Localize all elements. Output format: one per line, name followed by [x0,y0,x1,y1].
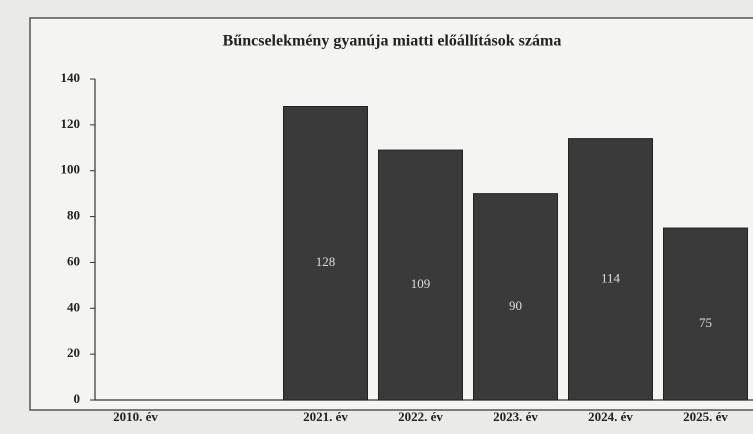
y-tick-label: 80 [67,208,80,223]
data-label: 75 [699,315,712,330]
chart-title: Bűncselekmény gyanúja miatti előállításo… [223,33,562,50]
y-tick-label: 60 [67,253,80,268]
x-tick-label: 2022. év [398,409,443,424]
data-label: 109 [411,276,431,291]
x-tick-label: 2023. év [493,409,538,424]
x-tick-label: 2021. év [303,409,348,424]
bar [663,227,748,401]
bar [283,106,368,401]
y-tick-label: 40 [67,299,80,314]
data-label: 128 [316,254,336,269]
y-tick-label: 140 [61,70,81,85]
bar [473,193,558,401]
data-label: 114 [601,270,621,285]
y-tick-label: 20 [67,345,80,360]
x-tick-label: 2010. év [113,409,158,424]
x-tick-label: 2024. év [588,409,633,424]
data-label: 90 [509,298,522,313]
y-tick-label: 100 [61,162,81,177]
y-tick-label: 120 [61,116,81,131]
bar [568,138,653,401]
bar [378,149,463,401]
x-tick-label: 2025. év [683,409,728,424]
y-tick-label: 0 [74,391,81,406]
